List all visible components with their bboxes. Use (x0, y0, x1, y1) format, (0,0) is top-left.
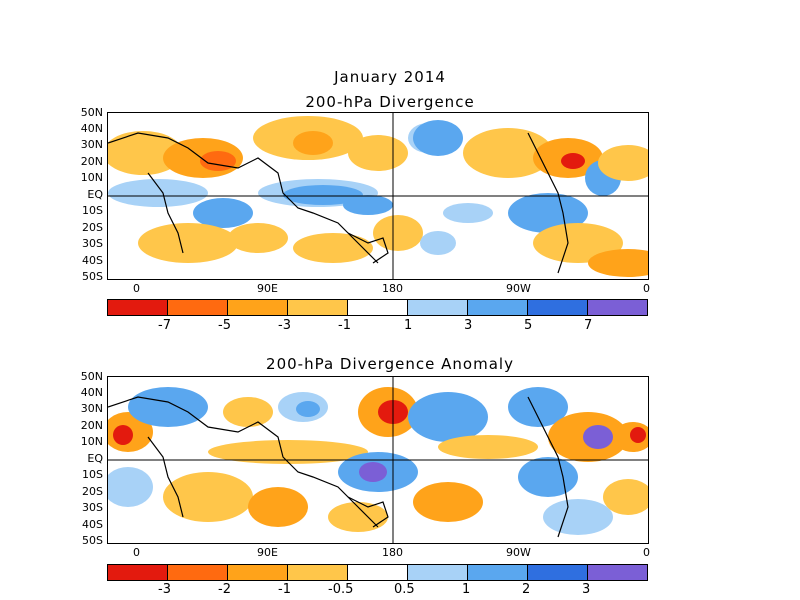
lat-label: 50S (82, 534, 103, 547)
lat-label: 20N (80, 419, 103, 432)
lat-label: EQ (87, 188, 103, 201)
colorbar-label: -1 (278, 582, 291, 597)
lon-label: 0 (133, 546, 140, 559)
colorbar-label: 0.5 (394, 582, 415, 597)
lat-label: 50S (82, 270, 103, 283)
lon-label: 180 (382, 282, 403, 295)
colorbar-label: 7 (584, 318, 593, 333)
colorbar-label: 1 (462, 582, 471, 597)
panel1-title: 200-hPa Divergence (305, 93, 475, 111)
lat-label: 20S (82, 485, 103, 498)
lat-label: EQ (87, 452, 103, 465)
coastlines (108, 396, 569, 538)
coastlines (108, 132, 569, 274)
lat-label: 30N (80, 138, 103, 151)
colorbar-label: -3 (158, 582, 171, 597)
lat-label: 10N (80, 171, 103, 184)
lat-label: 50N (80, 106, 103, 119)
lat-label: 20S (82, 221, 103, 234)
lon-label: 90E (257, 282, 278, 295)
lon-label: 0 (643, 546, 650, 559)
colorbar-label: -7 (158, 318, 171, 333)
lon-label: 0 (133, 282, 140, 295)
colorbar-label: -5 (218, 318, 231, 333)
lat-label: 30N (80, 402, 103, 415)
lon-label: 90W (506, 546, 531, 559)
colorbar-label: 3 (582, 582, 591, 597)
lon-label: 180 (382, 546, 403, 559)
lon-label: 90W (506, 282, 531, 295)
graticule (108, 377, 648, 543)
lon-label: 0 (643, 282, 650, 295)
lat-label: 40S (82, 254, 103, 267)
colorbar-label: 5 (524, 318, 533, 333)
colorbar-label: -2 (218, 582, 231, 597)
colorbar-label: -0.5 (328, 582, 354, 597)
colorbar-label: 3 (464, 318, 473, 333)
colorbar-divergence (107, 299, 648, 316)
lat-label: 30S (82, 501, 103, 514)
divergence-shading (108, 116, 648, 277)
lat-label: 50N (80, 370, 103, 383)
lat-label: 40N (80, 122, 103, 135)
lat-label: 40N (80, 386, 103, 399)
colorbar-anomaly (107, 564, 648, 581)
lat-label: 10S (82, 468, 103, 481)
anomaly-shading (108, 387, 648, 535)
divergence-map (107, 112, 649, 280)
colorbar-label: 1 (404, 318, 413, 333)
graticule (108, 113, 648, 279)
colorbar-label: -3 (278, 318, 291, 333)
colorbar-label: 2 (522, 582, 531, 597)
lat-label: 10N (80, 435, 103, 448)
colorbar-label: -1 (338, 318, 351, 333)
month-title: January 2014 (334, 68, 446, 86)
lat-label: 30S (82, 237, 103, 250)
lat-label: 40S (82, 518, 103, 531)
lon-label: 90E (257, 546, 278, 559)
divergence-anomaly-map (107, 376, 649, 544)
lat-label: 10S (82, 204, 103, 217)
lat-label: 20N (80, 155, 103, 168)
panel2-title: 200-hPa Divergence Anomaly (266, 355, 514, 373)
